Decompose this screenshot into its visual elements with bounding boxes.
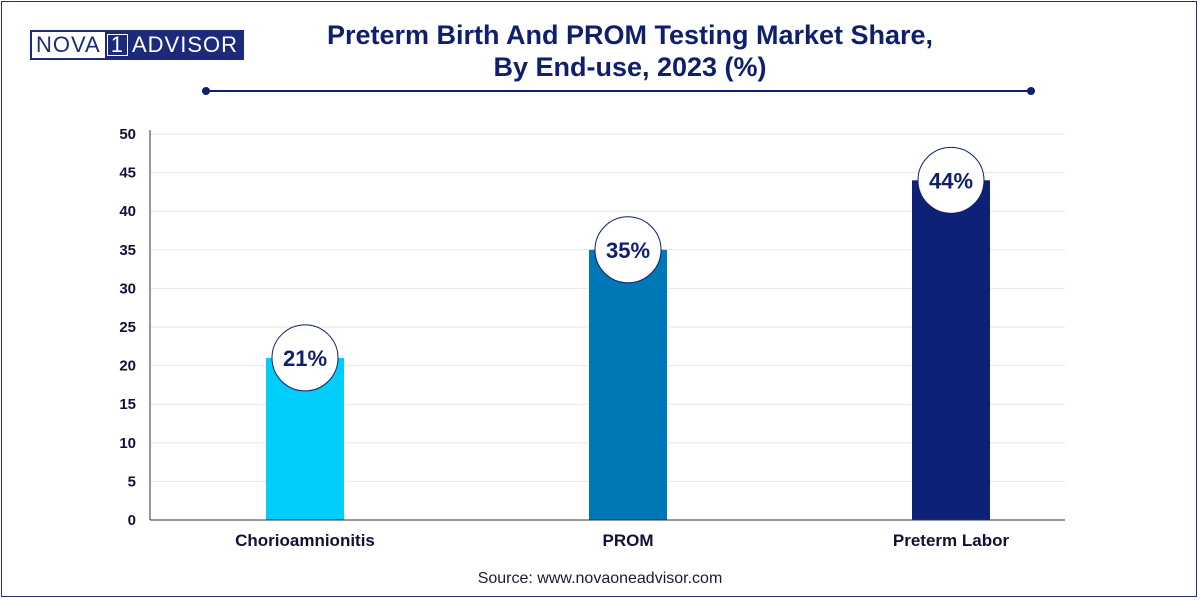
bar-prom: [589, 249, 667, 521]
y-tick-label: 40: [119, 203, 136, 220]
title-underline-rule: [205, 90, 1031, 92]
data-label-bubble-chorioamnionitis: 21%: [271, 324, 339, 392]
data-label-bubble-preterm-labor: 44%: [917, 146, 985, 214]
y-axis-tick-labels: 0 5 10 15 20 25 30 35 40 45 50: [119, 126, 136, 529]
data-label-bubbles: 21% 35% 44%: [271, 146, 985, 392]
y-tick-label: 25: [119, 319, 136, 336]
y-tick-label: 20: [119, 358, 136, 375]
y-tick-label: 45: [119, 165, 136, 182]
bars: [266, 180, 990, 521]
chart-title-line-2: By End-use, 2023 (%): [493, 52, 767, 82]
y-tick-label: 10: [119, 435, 136, 452]
data-label-preterm-labor: 44%: [929, 168, 973, 193]
data-label-circle: [917, 146, 985, 214]
logo-one-mark: 1: [104, 30, 130, 60]
logo-text-one: 1: [106, 34, 128, 56]
x-axis-tick-labels: Chorioamnionitis PROM Preterm Labor: [235, 531, 1009, 550]
data-label-prom: 35%: [606, 238, 650, 263]
data-label-circle: [594, 216, 662, 284]
logo-text-advisor: ADVISOR: [129, 30, 244, 60]
y-tick-label: 5: [128, 473, 136, 490]
y-tick-label: 35: [119, 242, 136, 259]
y-tick-label: 50: [119, 126, 136, 143]
y-tick-label: 30: [119, 280, 136, 297]
bar-preterm-labor: [912, 180, 990, 520]
x-tick-label-prom: PROM: [603, 531, 654, 550]
x-tick-label-preterm-labor: Preterm Labor: [893, 531, 1010, 550]
x-tick-label-chorioamnionitis: Chorioamnionitis: [235, 531, 375, 550]
data-label-bubble-prom: 35%: [594, 216, 662, 284]
title-rule-right-dot: [1027, 87, 1035, 95]
source-note: Source: www.novaoneadvisor.com: [477, 570, 723, 587]
nova-one-advisor-logo: NOVA 1 ADVISOR: [30, 30, 244, 60]
y-tick-label: 15: [119, 396, 136, 413]
y-tick-label: 0: [128, 512, 136, 529]
logo-text-nova: NOVA: [30, 30, 105, 60]
data-label-chorioamnionitis: 21%: [283, 346, 327, 371]
chart-title-line-1: Preterm Birth And PROM Testing Market Sh…: [326, 20, 934, 50]
data-label-circle: [271, 324, 339, 392]
